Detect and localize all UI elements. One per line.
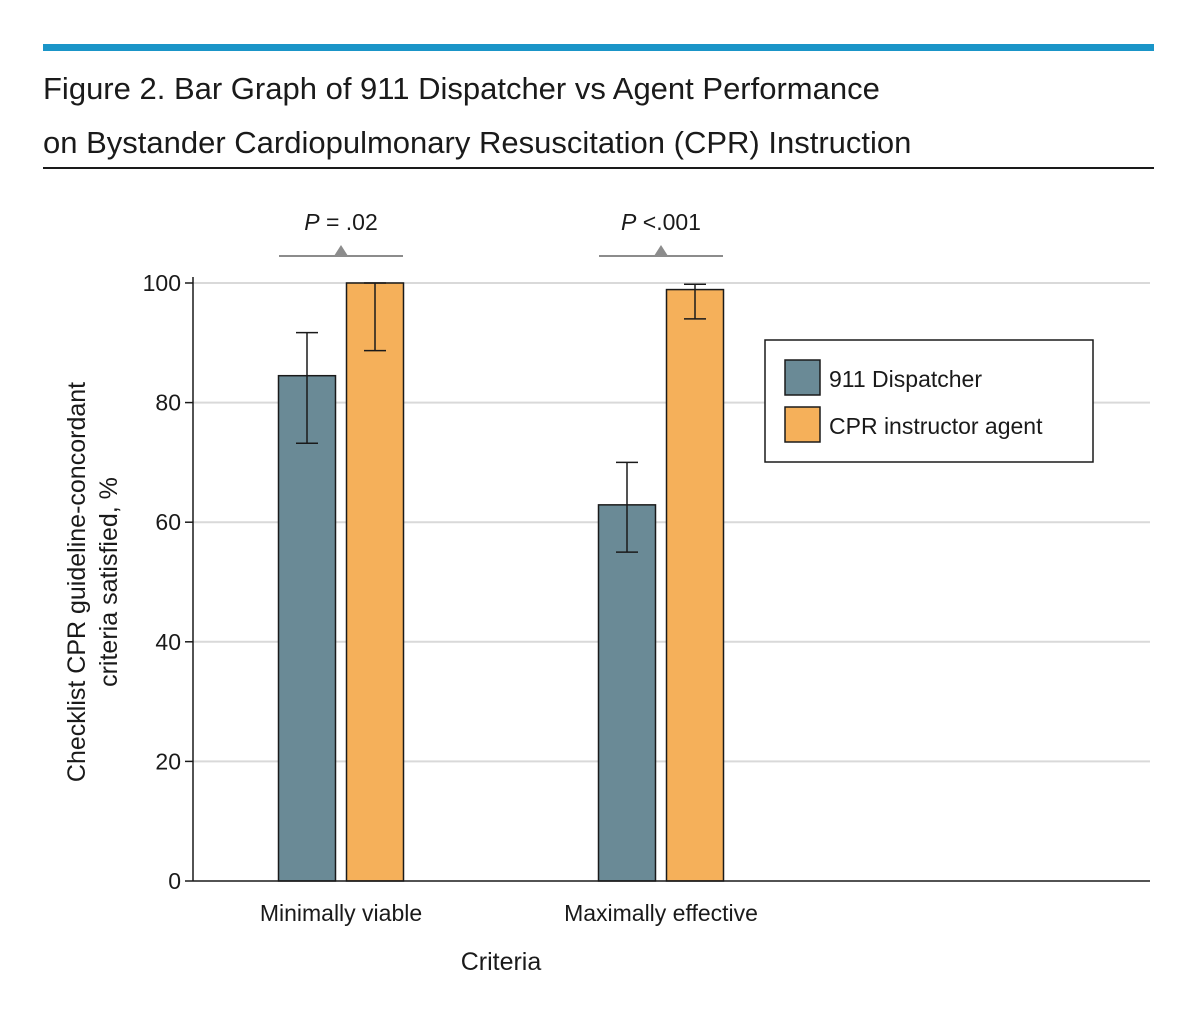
p-value-label: P = .02: [304, 209, 378, 235]
legend-swatch: [784, 406, 821, 443]
x-axis: Minimally viable Maximally effective: [193, 880, 1150, 926]
x-axis-label: Criteria: [461, 948, 542, 976]
legend-label: CPR instructor agent: [829, 413, 1043, 439]
bar: [345, 282, 405, 882]
y-tick-label: 40: [155, 629, 181, 655]
bar: [277, 374, 337, 882]
y-axis-label-line: criteria satisfied, %: [95, 477, 123, 687]
title-divider: [43, 167, 1154, 169]
significance-marker: [654, 245, 668, 256]
error-bars: [296, 282, 706, 553]
x-tick-label: Minimally viable: [260, 900, 422, 926]
y-axis: 0 20 40 60 80 100: [143, 270, 194, 894]
figure-title-line-2: on Bystander Cardiopulmonary Resuscitati…: [43, 125, 912, 160]
y-axis-label: Checklist CPR guideline-concordant criter…: [63, 382, 123, 782]
legend: 911 Dispatcher CPR instructor agent: [764, 339, 1094, 463]
bars: [277, 282, 725, 882]
legend-label: 911 Dispatcher: [829, 366, 982, 392]
p-value-symbol: P: [621, 209, 637, 235]
y-tick-label: 20: [155, 748, 181, 774]
y-tick-label: 60: [155, 509, 181, 535]
y-tick-label: 80: [155, 390, 181, 416]
top-accent-rule: [43, 44, 1154, 51]
figure-title: Figure 2. Bar Graph of 911 Dispatcher vs…: [43, 62, 1154, 170]
p-value-text: <.001: [636, 209, 701, 235]
figure-title-line-1: Figure 2. Bar Graph of 911 Dispatcher vs…: [43, 71, 880, 106]
p-value-label: P <.001: [621, 209, 701, 235]
legend-box: [764, 339, 1094, 463]
bar: [597, 504, 657, 882]
significance-marker: [334, 245, 348, 256]
y-axis-label-line: Checklist CPR guideline-concordant: [63, 382, 91, 782]
y-tick-label: 0: [168, 868, 181, 894]
legend-swatch: [784, 359, 821, 396]
p-value-text: = .02: [320, 209, 378, 235]
p-value-symbol: P: [304, 209, 320, 235]
bar: [665, 288, 725, 882]
p-value-annotations: P = .02 P <.001: [279, 209, 723, 257]
x-tick-label: Maximally effective: [564, 900, 758, 926]
y-tick-label: 100: [143, 270, 181, 296]
